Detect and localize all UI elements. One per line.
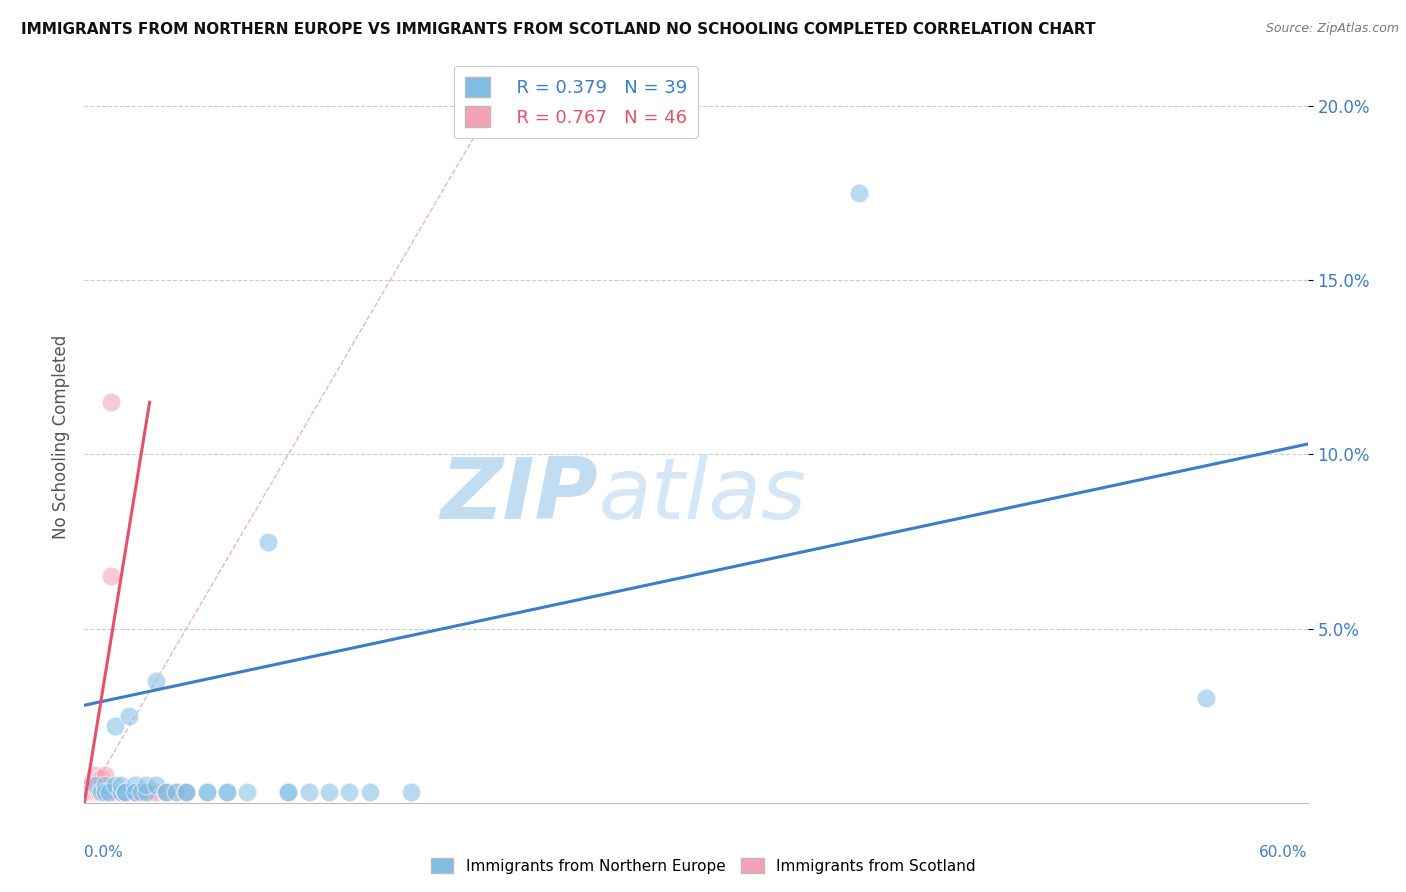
Point — [174, 785, 197, 799]
Point — [195, 785, 218, 799]
Point — [86, 785, 108, 799]
Point — [318, 785, 340, 799]
Point — [104, 785, 127, 799]
Point — [155, 785, 177, 799]
Point — [90, 785, 112, 799]
Point — [104, 719, 127, 733]
Point — [93, 785, 115, 799]
Point — [131, 785, 153, 799]
Point — [97, 785, 120, 799]
Point — [174, 785, 197, 799]
Point — [131, 785, 153, 799]
Legend: Immigrants from Northern Europe, Immigrants from Scotland: Immigrants from Northern Europe, Immigra… — [425, 852, 981, 880]
Point — [124, 785, 146, 799]
Point — [124, 785, 146, 799]
Point — [145, 778, 167, 792]
Point — [217, 785, 239, 799]
Text: atlas: atlas — [598, 454, 806, 537]
Point — [87, 785, 110, 799]
Legend:   R = 0.379   N = 39,   R = 0.767   N = 46: R = 0.379 N = 39, R = 0.767 N = 46 — [454, 66, 697, 138]
Text: 0.0%: 0.0% — [84, 845, 124, 860]
Point — [124, 785, 146, 799]
Point — [236, 785, 259, 799]
Point — [110, 785, 132, 799]
Point — [87, 785, 110, 799]
Text: IMMIGRANTS FROM NORTHERN EUROPE VS IMMIGRANTS FROM SCOTLAND NO SCHOOLING COMPLET: IMMIGRANTS FROM NORTHERN EUROPE VS IMMIG… — [21, 22, 1095, 37]
Point — [83, 785, 105, 799]
Point — [1195, 691, 1218, 706]
Point — [83, 785, 105, 799]
Point — [359, 785, 381, 799]
Point — [217, 785, 239, 799]
Point — [91, 785, 114, 799]
Point — [90, 785, 112, 799]
Y-axis label: No Schooling Completed: No Schooling Completed — [52, 335, 70, 539]
Point — [97, 785, 120, 799]
Point — [83, 768, 105, 782]
Point — [87, 785, 110, 799]
Point — [145, 785, 167, 799]
Point — [82, 785, 104, 799]
Point — [82, 785, 104, 799]
Point — [110, 778, 132, 792]
Point — [118, 785, 141, 799]
Point — [118, 708, 141, 723]
Point — [101, 785, 124, 799]
Point — [104, 785, 127, 799]
Point — [83, 778, 105, 792]
Point — [104, 778, 127, 792]
Point — [114, 785, 136, 799]
Point — [86, 785, 108, 799]
Point — [83, 778, 105, 792]
Point — [100, 395, 122, 409]
Point — [174, 785, 197, 799]
Point — [110, 785, 132, 799]
Point — [155, 785, 177, 799]
Point — [135, 785, 157, 799]
Point — [90, 772, 112, 786]
Point — [195, 785, 218, 799]
Point — [77, 778, 100, 792]
Point — [93, 768, 115, 782]
Point — [93, 785, 115, 799]
Point — [277, 785, 299, 799]
Point — [257, 534, 280, 549]
Point — [298, 785, 321, 799]
Point — [165, 785, 187, 799]
Point — [165, 785, 187, 799]
Point — [93, 785, 115, 799]
Point — [155, 785, 177, 799]
Point — [79, 778, 101, 792]
Point — [135, 785, 157, 799]
Point — [399, 785, 422, 799]
Text: ZIP: ZIP — [440, 454, 598, 537]
Point — [114, 785, 136, 799]
Point — [138, 785, 160, 799]
Text: Source: ZipAtlas.com: Source: ZipAtlas.com — [1265, 22, 1399, 36]
Point — [97, 785, 120, 799]
Point — [277, 785, 299, 799]
Point — [339, 785, 361, 799]
Point — [90, 785, 112, 799]
Point — [848, 186, 870, 201]
Point — [79, 785, 101, 799]
Point — [79, 785, 101, 799]
Point — [93, 778, 115, 792]
Point — [114, 785, 136, 799]
Point — [93, 785, 115, 799]
Point — [77, 785, 100, 799]
Point — [145, 673, 167, 688]
Point — [124, 778, 146, 792]
Point — [86, 778, 108, 792]
Point — [135, 778, 157, 792]
Point — [91, 785, 114, 799]
Text: 60.0%: 60.0% — [1260, 845, 1308, 860]
Point — [110, 785, 132, 799]
Point — [100, 569, 122, 583]
